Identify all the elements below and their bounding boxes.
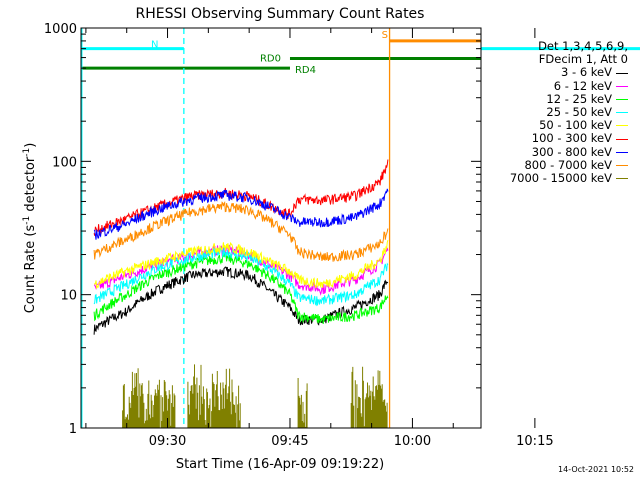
legend-entry: 50 - 100 keV <box>468 119 628 132</box>
attenuator-bar-label: RD0 <box>260 54 281 65</box>
legend-label: 300 - 800 keV <box>531 144 612 159</box>
legend-entry: 100 - 300 keV <box>468 132 628 145</box>
legend-label: 12 - 25 keV <box>546 91 612 106</box>
chart-title: RHESSI Observing Summary Count Rates <box>136 6 425 22</box>
series-line <box>93 239 389 289</box>
series-line <box>93 245 389 307</box>
legend-swatch <box>616 98 628 100</box>
legend-swatch <box>616 138 628 140</box>
y-axis: 1 10 100 1000 <box>44 22 481 437</box>
attenuator-bar-label: N <box>151 40 158 51</box>
series-line <box>93 266 389 335</box>
legend-swatch <box>616 125 628 127</box>
x-axis-label: Start Time (16-Apr-09 09:19:22) <box>176 457 384 472</box>
series-group <box>93 159 389 335</box>
olive-spikes <box>297 378 308 428</box>
olive-spikes <box>122 368 176 428</box>
series-line <box>93 188 389 240</box>
y-axis-label: Count Rate (s-1 detector-1) <box>22 143 38 314</box>
x-tick-label: 10:00 <box>394 434 431 449</box>
x-tick-label: 09:45 <box>271 434 308 449</box>
series-line <box>93 159 389 236</box>
legend-label: 800 - 7000 keV <box>524 157 612 172</box>
legend-entry: 6 - 12 keV <box>468 78 628 93</box>
olive-spikes <box>350 366 388 428</box>
legend-swatch <box>616 164 628 166</box>
legend-entry: 300 - 800 keV <box>468 144 628 159</box>
series-line <box>93 252 389 324</box>
attenuator-bars: N S RD0 RD4 <box>81 30 640 76</box>
legend-swatch <box>616 151 628 153</box>
legend-header-1: Det 1,3,4,5,6,9, <box>538 39 628 53</box>
legend-label: 25 - 50 keV <box>546 105 612 120</box>
olive-spikes <box>187 364 241 428</box>
x-tick-label: 09:30 <box>149 434 186 449</box>
legend-label: 3 - 6 keV <box>561 65 612 80</box>
attenuator-bar-label: S <box>382 30 388 41</box>
legend-swatch <box>616 72 628 74</box>
legend-swatch <box>616 85 628 87</box>
y-tick-label: 1 <box>69 422 77 437</box>
state-vlines <box>81 28 391 428</box>
legend-swatch <box>616 178 628 180</box>
x-tick-label: 10:15 <box>516 434 553 449</box>
legend-header-2: FDecim 1, Att 0 <box>538 52 628 67</box>
olive-series <box>122 364 388 428</box>
legend-label: 7000 - 15000 keV <box>509 171 612 186</box>
legend-entry: 7000 - 15000 keV <box>468 171 628 186</box>
plot-frame <box>80 27 482 429</box>
legend-swatch <box>616 112 628 114</box>
attenuator-bar-label: RD4 <box>295 65 316 76</box>
y-tick-label: 1000 <box>44 22 77 37</box>
series-line <box>93 200 389 262</box>
legend: Det 1,3,4,5,6,9, FDecim 1, Att 0 3 - 6 k… <box>468 39 628 186</box>
legend-entry: 3 - 6 keV <box>468 66 628 79</box>
x-tick-label: 10:30 <box>639 434 640 449</box>
timestamp: 14-Oct-2021 10:52 <box>558 465 634 474</box>
legend-entry: 800 - 7000 keV <box>468 157 628 172</box>
legend-entry: 25 - 50 keV <box>468 105 628 120</box>
y-tick-label: 100 <box>52 155 77 170</box>
legend-label: 50 - 100 keV <box>539 118 612 133</box>
y-tick-label: 10 <box>60 289 77 304</box>
legend-label: 6 - 12 keV <box>553 78 612 93</box>
legend-entry: 12 - 25 keV <box>468 91 628 106</box>
legend-label: 100 - 300 keV <box>531 131 612 146</box>
